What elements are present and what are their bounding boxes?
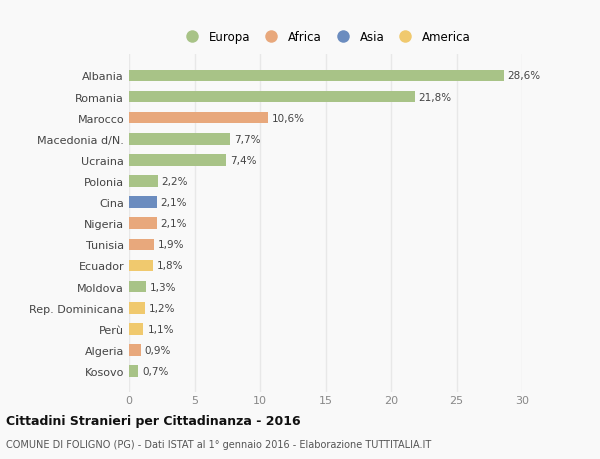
- Legend: Europa, Africa, Asia, America: Europa, Africa, Asia, America: [177, 27, 474, 47]
- Bar: [129, 112, 268, 124]
- Text: 28,6%: 28,6%: [508, 71, 541, 81]
- Bar: [129, 323, 143, 335]
- Text: 2,2%: 2,2%: [162, 177, 188, 187]
- Bar: [129, 302, 145, 314]
- Text: 1,9%: 1,9%: [158, 240, 184, 250]
- Bar: [129, 260, 152, 272]
- Bar: [129, 134, 230, 145]
- Bar: [129, 91, 415, 103]
- Bar: [129, 344, 141, 356]
- Bar: [129, 176, 158, 187]
- Text: 2,1%: 2,1%: [160, 219, 187, 229]
- Text: 2,1%: 2,1%: [160, 198, 187, 207]
- Bar: [129, 365, 138, 377]
- Bar: [129, 70, 503, 82]
- Text: 1,1%: 1,1%: [148, 324, 174, 334]
- Text: 0,7%: 0,7%: [142, 366, 169, 376]
- Bar: [129, 218, 157, 230]
- Bar: [129, 239, 154, 251]
- Bar: [129, 155, 226, 166]
- Text: COMUNE DI FOLIGNO (PG) - Dati ISTAT al 1° gennaio 2016 - Elaborazione TUTTITALIA: COMUNE DI FOLIGNO (PG) - Dati ISTAT al 1…: [6, 440, 431, 449]
- Bar: [129, 197, 157, 208]
- Text: 21,8%: 21,8%: [419, 92, 452, 102]
- Text: 0,9%: 0,9%: [145, 345, 171, 355]
- Text: Cittadini Stranieri per Cittadinanza - 2016: Cittadini Stranieri per Cittadinanza - 2…: [6, 414, 301, 428]
- Text: 7,4%: 7,4%: [230, 156, 256, 166]
- Bar: [129, 281, 146, 293]
- Text: 1,3%: 1,3%: [150, 282, 176, 292]
- Text: 1,8%: 1,8%: [157, 261, 183, 271]
- Text: 7,7%: 7,7%: [234, 134, 260, 145]
- Text: 10,6%: 10,6%: [272, 113, 305, 123]
- Text: 1,2%: 1,2%: [149, 303, 175, 313]
